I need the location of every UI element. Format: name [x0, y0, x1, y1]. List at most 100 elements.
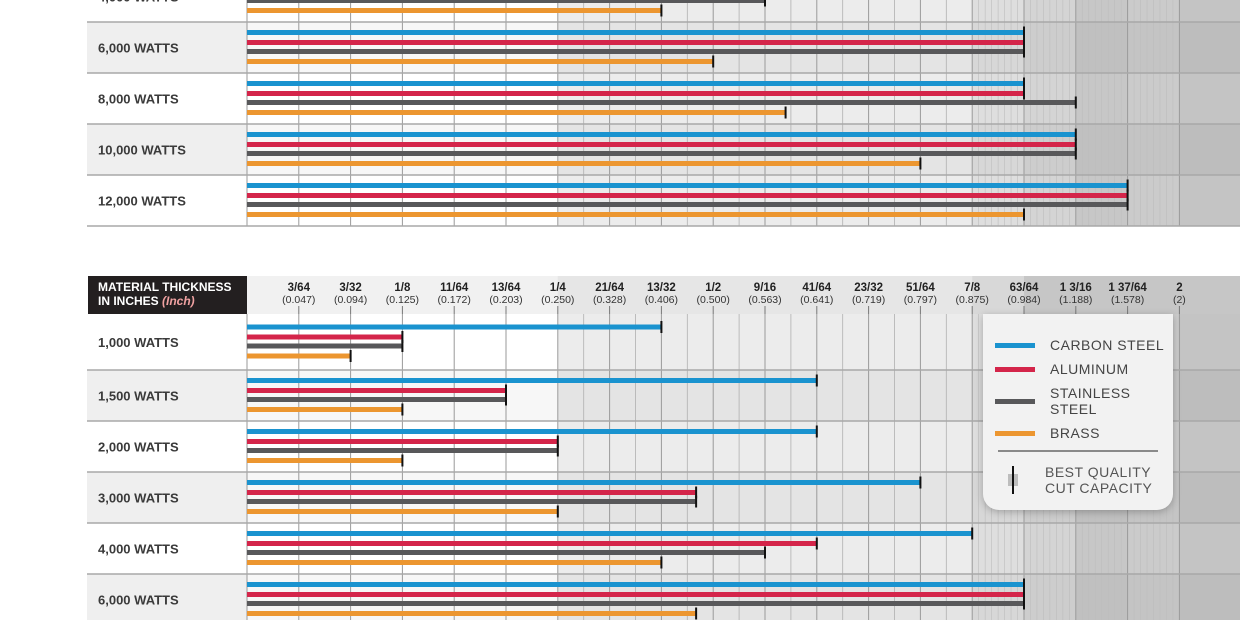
best-quality-marker — [556, 505, 559, 518]
best-quality-marker — [401, 331, 404, 343]
bar-stainless-steel — [247, 49, 1024, 54]
bar-carbon-steel — [247, 531, 973, 536]
tick-label-decimal: (0.719) — [852, 294, 885, 306]
tick-label-fraction: 13/32 — [647, 282, 676, 294]
bar-stainless-steel — [247, 0, 765, 3]
bar-aluminum — [247, 40, 1024, 45]
bar-carbon-steel — [247, 132, 1076, 137]
best-quality-marker — [556, 444, 559, 457]
tick-label-fraction: 1/8 — [394, 282, 411, 294]
axis-title-text: IN INCHES — [98, 294, 162, 308]
best-quality-marker — [815, 374, 818, 387]
bar-brass — [247, 458, 403, 463]
legend-label: STAINLESS STEEL — [1050, 385, 1131, 417]
tick-label-fraction: 51/64 — [906, 282, 935, 294]
bar-brass — [247, 212, 1024, 217]
bar-brass — [247, 509, 558, 514]
bar-aluminum — [247, 334, 403, 340]
row-label-bg — [87, 370, 247, 421]
legend-item-carbon-steel: CARBON STEEL — [995, 337, 1164, 353]
legend-label: BEST QUALITY CUT CAPACITY — [1045, 464, 1153, 496]
bar-aluminum — [247, 592, 1024, 597]
row-label: 1,500 WATTS — [98, 389, 179, 404]
tick-label-decimal: (0.797) — [904, 294, 937, 306]
best-quality-marker — [401, 340, 404, 352]
bar-stainless-steel — [247, 448, 558, 453]
best-quality-marker — [815, 537, 818, 550]
bar-carbon-steel — [247, 81, 1024, 86]
bar-brass — [247, 560, 662, 565]
bar-stainless-steel — [247, 100, 1076, 105]
tick-label-decimal: (0.328) — [593, 294, 626, 306]
best-quality-marker — [660, 321, 663, 333]
best-quality-marker — [1023, 588, 1025, 601]
axis-title-line2: IN INCHES (Inch) — [98, 294, 195, 308]
legend-item-aluminum: ALUMINUM — [995, 361, 1129, 377]
best-quality-marker — [505, 384, 507, 397]
axis-header-shade — [972, 276, 1024, 314]
best-quality-marker — [695, 486, 698, 499]
tick-label-fraction: 1 3/16 — [1060, 282, 1092, 294]
tick-label-fraction: 2 — [1176, 282, 1182, 294]
axis-title-line1: MATERIAL THICKNESS — [98, 280, 232, 294]
legend: CARBON STEEL ALUMINUM STAINLESS STEEL BR… — [983, 314, 1173, 510]
best-quality-marker — [695, 607, 698, 620]
bar-aluminum — [247, 388, 506, 393]
tick-label-decimal: (0.563) — [748, 294, 781, 306]
best-quality-marker — [1023, 36, 1025, 49]
row-tint — [247, 124, 1240, 175]
row-label: 2,000 WATTS — [98, 440, 179, 455]
legend-swatch — [995, 366, 1035, 372]
tick-label-decimal: (0.500) — [697, 294, 730, 306]
bar-stainless-steel — [247, 550, 765, 555]
best-quality-marker — [556, 435, 559, 448]
axis-header-shade — [1024, 276, 1240, 314]
best-quality-marker — [1074, 96, 1077, 109]
tick-label-fraction: 3/64 — [288, 282, 311, 294]
bar-stainless-steel — [247, 499, 697, 504]
row-label-bg — [87, 472, 247, 523]
bar-stainless-steel — [247, 397, 506, 402]
tick-label-fraction: 3/32 — [339, 282, 361, 294]
legend-label: BRASS — [1050, 425, 1100, 441]
best-quality-marker — [695, 495, 698, 508]
tick-label-fraction: 21/64 — [595, 282, 624, 294]
tick-label-fraction: 1/2 — [705, 282, 721, 294]
row-label: 6,000 WATTS — [98, 593, 179, 608]
bar-brass — [247, 161, 921, 166]
best-quality-marker — [1023, 208, 1025, 221]
legend-item-brass: BRASS — [995, 425, 1100, 441]
best-quality-marker — [401, 454, 404, 467]
best-quality-marker — [971, 527, 974, 540]
tick-label-decimal: (0.047) — [282, 294, 315, 306]
best-quality-marker — [1126, 179, 1129, 192]
tick-label-decimal: (1.188) — [1059, 294, 1092, 306]
legend-label: ALUMINUM — [1050, 361, 1129, 377]
bar-aluminum — [247, 490, 697, 495]
row-label-bg — [87, 574, 247, 620]
best-quality-marker — [1023, 26, 1025, 39]
best-quality-marker — [919, 157, 922, 170]
bar-brass — [247, 407, 403, 412]
bar-aluminum — [247, 91, 1024, 96]
best-quality-marker — [784, 106, 787, 119]
tick-label-fraction: 1 37/64 — [1108, 282, 1147, 294]
best-quality-marker — [1074, 138, 1077, 151]
bar-brass — [247, 59, 714, 64]
shade-band — [1179, 0, 1240, 226]
tick-label-decimal: (0.203) — [489, 294, 522, 306]
best-quality-marker — [660, 4, 663, 17]
row-label: 1,000 WATTS — [98, 335, 179, 350]
best-quality-marker — [1126, 198, 1129, 211]
tick-label-fraction: 63/64 — [1010, 282, 1039, 294]
best-quality-marker — [1023, 578, 1025, 591]
bar-stainless-steel — [247, 202, 1128, 207]
legend-swatch — [995, 430, 1035, 436]
axis-title-box — [88, 276, 247, 314]
best-quality-marker — [919, 476, 922, 489]
bar-carbon-steel — [247, 324, 662, 330]
row-label-bg — [87, 22, 247, 73]
shade-band — [1179, 314, 1240, 620]
row-label: 4,000 WATTS — [98, 0, 179, 5]
